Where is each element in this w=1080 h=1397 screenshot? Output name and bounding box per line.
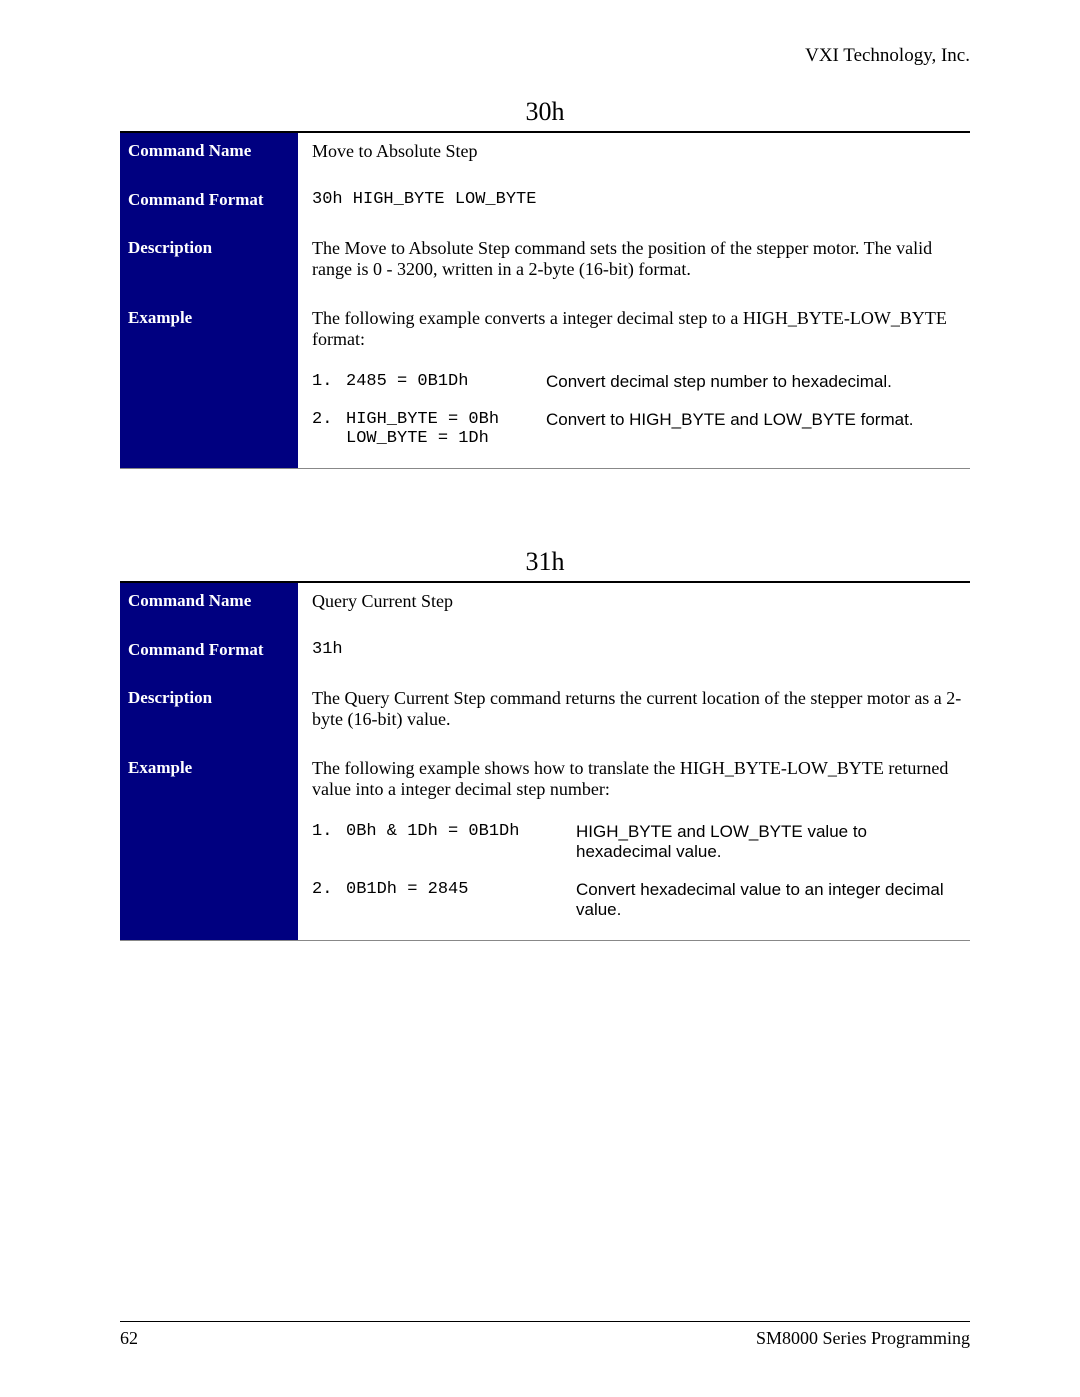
example-step-code: 2485 = 0B1Dh [346, 372, 546, 392]
value-command-format: 31h [298, 632, 970, 680]
example-step-code: 0Bh & 1Dh = 0B1Dh [346, 822, 576, 862]
example-step-num: 1. [312, 822, 346, 862]
command-table-31h: Command Name Query Current Step Command … [120, 581, 970, 941]
section-title-31h: 31h [120, 547, 970, 577]
example-intro: The following example converts a integer… [312, 308, 964, 350]
example-step-code: 0B1Dh = 2845 [346, 880, 576, 920]
example-step-desc: Convert to HIGH_BYTE and LOW_BYTE format… [546, 410, 964, 448]
page-footer: 62 SM8000 Series Programming [120, 1321, 970, 1349]
example-steps: 1. 2485 = 0B1Dh Convert decimal step num… [312, 372, 964, 448]
footer-title: SM8000 Series Programming [756, 1328, 970, 1349]
command-table-30h: Command Name Move to Absolute Step Comma… [120, 131, 970, 469]
value-example: The following example converts a integer… [298, 300, 970, 469]
example-intro: The following example shows how to trans… [312, 758, 964, 800]
value-command-name: Move to Absolute Step [298, 132, 970, 182]
example-step-num: 2. [312, 410, 346, 448]
label-description: Description [120, 230, 298, 300]
label-example: Example [120, 750, 298, 941]
page-header-company: VXI Technology, Inc. [120, 45, 970, 67]
example-step-desc: Convert hexadecimal value to an integer … [576, 880, 964, 920]
example-step-num: 2. [312, 880, 346, 920]
value-example: The following example shows how to trans… [298, 750, 970, 941]
section-title-30h: 30h [120, 97, 970, 127]
value-command-name: Query Current Step [298, 582, 970, 632]
label-command-name: Command Name [120, 582, 298, 632]
example-steps: 1. 0Bh & 1Dh = 0B1Dh HIGH_BYTE and LOW_B… [312, 822, 964, 920]
value-command-format: 30h HIGH_BYTE LOW_BYTE [298, 182, 970, 230]
example-step-num: 1. [312, 372, 346, 392]
label-command-name: Command Name [120, 132, 298, 182]
example-step-desc: Convert decimal step number to hexadecim… [546, 372, 964, 392]
label-description: Description [120, 680, 298, 750]
label-command-format: Command Format [120, 182, 298, 230]
footer-page-number: 62 [120, 1328, 138, 1349]
value-description: The Query Current Step command returns t… [298, 680, 970, 750]
example-step-code: HIGH_BYTE = 0Bh LOW_BYTE = 1Dh [346, 410, 546, 448]
label-command-format: Command Format [120, 632, 298, 680]
example-step-desc: HIGH_BYTE and LOW_BYTE value to hexadeci… [576, 822, 964, 862]
label-example: Example [120, 300, 298, 469]
value-description: The Move to Absolute Step command sets t… [298, 230, 970, 300]
